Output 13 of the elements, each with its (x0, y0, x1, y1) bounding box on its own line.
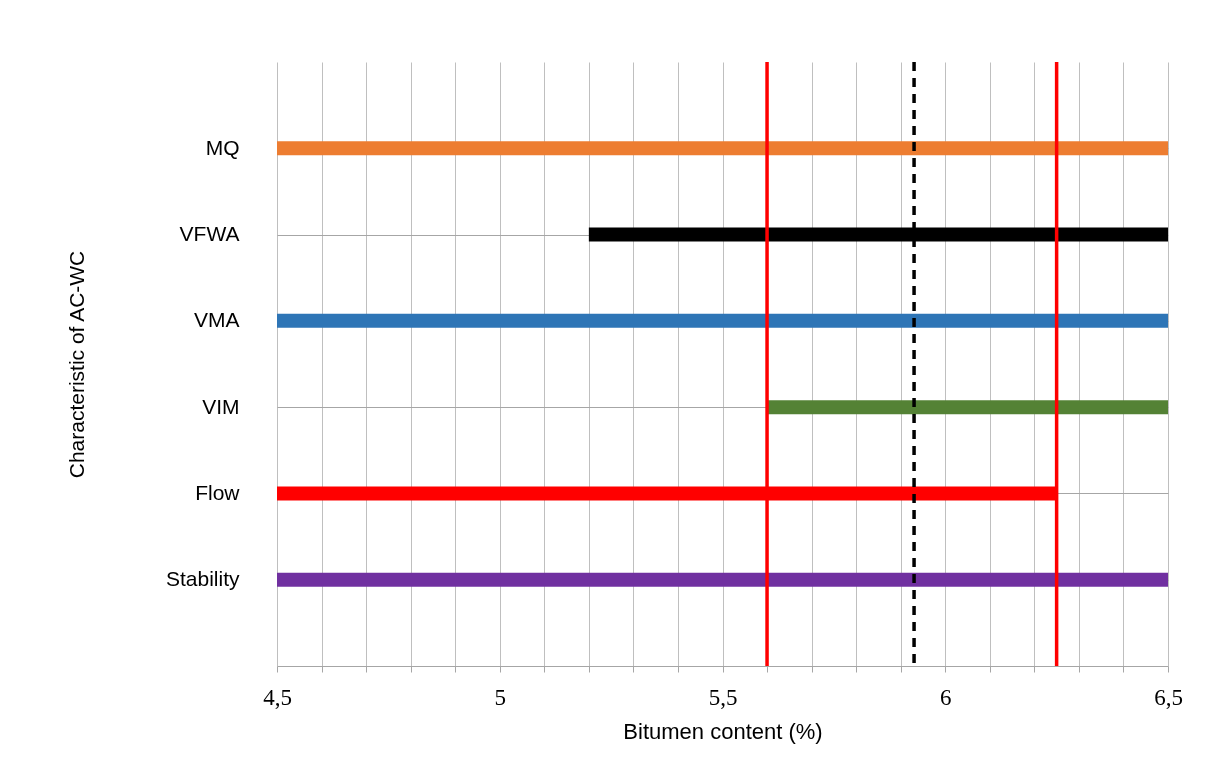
x-tick-label: 5 (494, 684, 506, 710)
x-tick-label: 6,5 (1154, 684, 1183, 710)
x-tick-label: 6 (940, 684, 952, 710)
x-axis-title: Bitumen content (%) (623, 718, 823, 744)
y-tick-label: Stability (165, 567, 240, 591)
y-tick-label: Flow (195, 480, 241, 504)
x-tick-label: 4,5 (263, 684, 292, 710)
y-tick-label: VMA (193, 308, 240, 332)
y-tick-label: MQ (205, 135, 240, 159)
y-tick-label: VIM (202, 394, 240, 418)
x-tick-label: 5,5 (708, 684, 738, 710)
y-tick-label: VFWA (179, 222, 240, 246)
y-axis-title: Characteristic of AC-WC (64, 250, 88, 479)
